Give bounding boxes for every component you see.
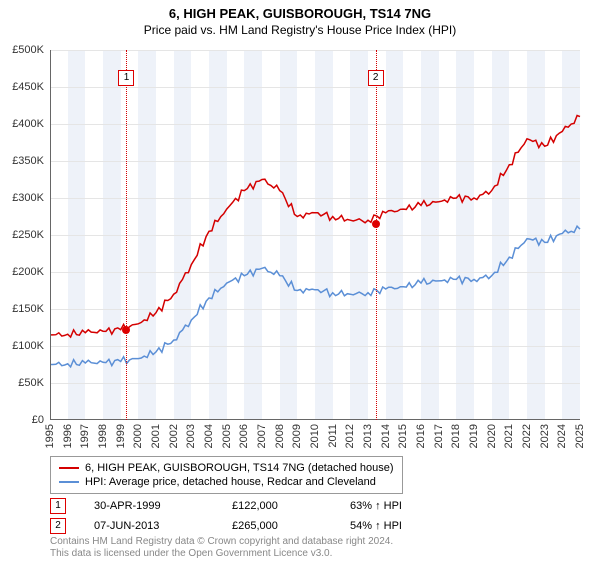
x-axis-label: 2017 xyxy=(433,424,445,448)
y-axis-label: £500K xyxy=(12,44,44,56)
footer-line-1: Contains HM Land Registry data © Crown c… xyxy=(50,536,393,548)
plot-region: £0£50K£100K£150K£200K£250K£300K£350K£400… xyxy=(50,50,580,420)
y-axis-label: £350K xyxy=(12,155,44,167)
legend-item: 6, HIGH PEAK, GUISBOROUGH, TS14 7NG (det… xyxy=(59,461,394,475)
chart-title: 6, HIGH PEAK, GUISBOROUGH, TS14 7NG xyxy=(0,6,600,21)
chart-area: £0£50K£100K£150K£200K£250K£300K£350K£400… xyxy=(50,50,580,420)
x-axis-label: 2019 xyxy=(468,424,480,448)
sale-marker-line xyxy=(126,50,127,420)
sale-delta: 63% ↑ HPI xyxy=(350,500,402,512)
x-axis-label: 1999 xyxy=(115,424,127,448)
sale-price: £122,000 xyxy=(232,500,322,512)
sale-marker-box: 1 xyxy=(118,70,134,86)
x-axis-label: 1996 xyxy=(62,424,74,448)
x-axis-label: 2020 xyxy=(486,424,498,448)
x-axis-label: 2009 xyxy=(291,424,303,448)
x-axis-label: 2023 xyxy=(539,424,551,448)
y-axis-label: £0 xyxy=(32,414,44,426)
legend-swatch xyxy=(59,481,79,483)
x-axis-label: 2015 xyxy=(397,424,409,448)
legend-label: 6, HIGH PEAK, GUISBOROUGH, TS14 7NG (det… xyxy=(85,462,394,474)
x-axis-label: 2018 xyxy=(450,424,462,448)
y-axis xyxy=(50,50,51,420)
footer-line-2: This data is licensed under the Open Gov… xyxy=(50,548,393,560)
y-axis-label: £150K xyxy=(12,303,44,315)
sales-table: 1 30-APR-1999 £122,000 63% ↑ HPI 2 07-JUN-201… xyxy=(50,496,402,536)
sale-date: 30-APR-1999 xyxy=(94,500,204,512)
y-axis-label: £300K xyxy=(12,192,44,204)
sale-marker-line xyxy=(376,50,377,420)
x-axis-label: 2008 xyxy=(274,424,286,448)
series-hpi xyxy=(50,226,580,367)
sale-row: 1 30-APR-1999 £122,000 63% ↑ HPI xyxy=(50,496,402,516)
sale-marker-dot xyxy=(122,326,130,334)
y-axis-label: £200K xyxy=(12,266,44,278)
x-axis-label: 2004 xyxy=(203,424,215,448)
x-axis-label: 2001 xyxy=(150,424,162,448)
sale-row-marker: 1 xyxy=(50,498,66,514)
chart-svg xyxy=(50,50,580,420)
legend-label: HPI: Average price, detached house, Redc… xyxy=(85,476,376,488)
y-axis-label: £100K xyxy=(12,340,44,352)
series-property xyxy=(50,116,580,338)
legend-swatch xyxy=(59,467,79,469)
x-axis-label: 2013 xyxy=(362,424,374,448)
x-axis-label: 1995 xyxy=(44,424,56,448)
x-axis-label: 2025 xyxy=(574,424,586,448)
y-axis-label: £50K xyxy=(18,377,44,389)
sale-price: £265,000 xyxy=(232,520,322,532)
x-axis-label: 2002 xyxy=(168,424,180,448)
x-axis xyxy=(50,419,580,420)
x-axis-label: 1998 xyxy=(97,424,109,448)
x-axis-label: 2010 xyxy=(309,424,321,448)
sale-marker-box: 2 xyxy=(368,70,384,86)
x-axis-label: 2021 xyxy=(503,424,515,448)
x-axis-label: 2016 xyxy=(415,424,427,448)
legend-item: HPI: Average price, detached house, Redc… xyxy=(59,475,394,489)
x-axis-label: 2011 xyxy=(327,424,339,448)
sale-date: 07-JUN-2013 xyxy=(94,520,204,532)
sale-row: 2 07-JUN-2013 £265,000 54% ↑ HPI xyxy=(50,516,402,536)
x-axis-label: 2003 xyxy=(185,424,197,448)
x-axis-label: 2005 xyxy=(221,424,233,448)
y-axis-label: £250K xyxy=(12,229,44,241)
x-axis-label: 2024 xyxy=(556,424,568,448)
x-axis-label: 2000 xyxy=(132,424,144,448)
sale-row-marker: 2 xyxy=(50,518,66,534)
chart-subtitle: Price paid vs. HM Land Registry's House … xyxy=(0,23,600,37)
footer-attribution: Contains HM Land Registry data © Crown c… xyxy=(50,536,393,560)
chart-container: 6, HIGH PEAK, GUISBOROUGH, TS14 7NG Pric… xyxy=(0,6,600,566)
y-axis-label: £400K xyxy=(12,118,44,130)
legend: 6, HIGH PEAK, GUISBOROUGH, TS14 7NG (det… xyxy=(50,456,403,494)
x-axis-label: 2014 xyxy=(380,424,392,448)
x-axis-label: 2012 xyxy=(344,424,356,448)
sale-delta: 54% ↑ HPI xyxy=(350,520,402,532)
y-axis-label: £450K xyxy=(12,81,44,93)
x-axis-label: 2022 xyxy=(521,424,533,448)
x-axis-label: 2007 xyxy=(256,424,268,448)
sale-marker-dot xyxy=(372,220,380,228)
x-axis-label: 1997 xyxy=(79,424,91,448)
x-axis-label: 2006 xyxy=(238,424,250,448)
